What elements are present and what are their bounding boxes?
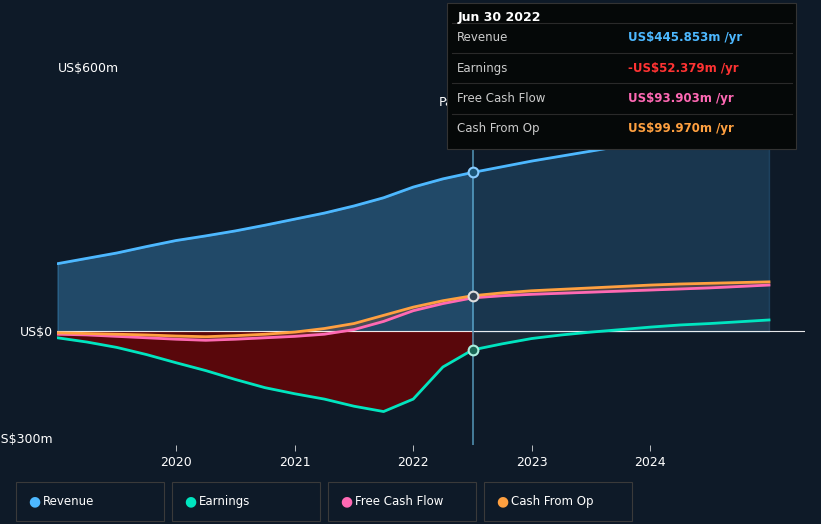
Text: Revenue: Revenue xyxy=(457,31,509,44)
Text: ●: ● xyxy=(340,495,352,509)
Text: Earnings: Earnings xyxy=(457,62,509,74)
Text: Analysts Forecasts: Analysts Forecasts xyxy=(480,96,596,109)
Text: Jun 30 2022: Jun 30 2022 xyxy=(457,11,541,24)
Text: ●: ● xyxy=(28,495,40,509)
Text: Cash From Op: Cash From Op xyxy=(457,123,539,135)
Text: ●: ● xyxy=(184,495,196,509)
Text: US$445.853m /yr: US$445.853m /yr xyxy=(628,31,742,44)
Text: US$600m: US$600m xyxy=(57,62,118,75)
Text: Free Cash Flow: Free Cash Flow xyxy=(355,495,443,508)
Text: Free Cash Flow: Free Cash Flow xyxy=(457,92,546,105)
Text: -US$52.379m /yr: -US$52.379m /yr xyxy=(628,62,739,74)
Text: Cash From Op: Cash From Op xyxy=(511,495,593,508)
Text: US$99.970m /yr: US$99.970m /yr xyxy=(628,123,734,135)
Text: US$93.903m /yr: US$93.903m /yr xyxy=(628,92,734,105)
Text: Past: Past xyxy=(439,96,465,109)
Text: ●: ● xyxy=(496,495,508,509)
Text: Earnings: Earnings xyxy=(199,495,250,508)
Text: Revenue: Revenue xyxy=(43,495,94,508)
